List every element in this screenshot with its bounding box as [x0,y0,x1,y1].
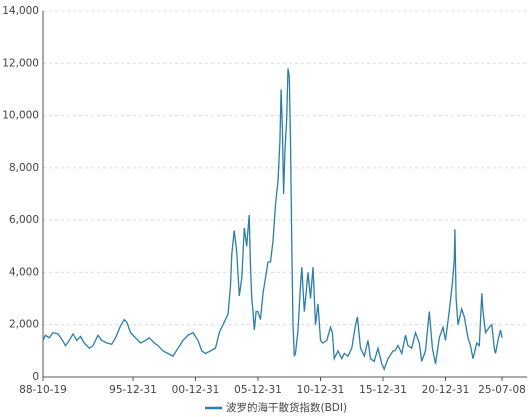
y-tick-label: 12,000 [2,57,39,69]
y-tick-label: 4,000 [9,266,39,278]
x-tick-label: 95-12-31 [109,384,157,396]
x-tick-label: 88-10-19 [19,384,67,396]
x-tick-label: 00-12-31 [172,384,220,396]
y-tick-label: 14,000 [2,5,39,17]
x-tick-label: 05-12-31 [234,384,282,396]
y-tick-label: 10,000 [2,110,39,122]
y-tick-label: 6,000 [9,214,39,226]
data-line [42,68,503,371]
legend-label: 波罗的海干散货指数(BDI) [226,401,347,414]
x-tick-label: 15-12-31 [359,384,407,396]
y-tick-label: 8,000 [9,162,39,174]
y-tick-label: 0 [32,371,39,383]
x-tick-label: 10-12-31 [297,384,345,396]
x-tick-label: 20-12-31 [422,384,470,396]
x-tick-label: 25-07-08 [478,384,526,396]
y-tick-label: 2,000 [9,319,39,331]
